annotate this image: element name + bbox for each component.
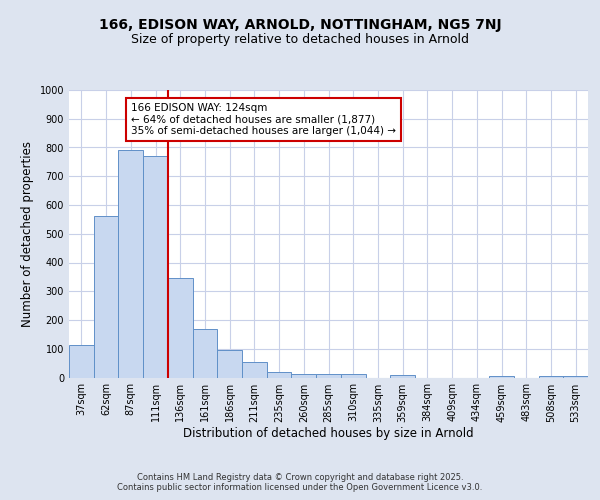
Bar: [168, 278, 193, 378]
Text: 166 EDISON WAY: 124sqm
← 64% of detached houses are smaller (1,877)
35% of semi-: 166 EDISON WAY: 124sqm ← 64% of detached…: [131, 103, 396, 136]
Bar: [563, 376, 588, 378]
Text: Size of property relative to detached houses in Arnold: Size of property relative to detached ho…: [131, 32, 469, 46]
Bar: [118, 150, 143, 378]
Bar: [242, 362, 267, 378]
Bar: [539, 376, 563, 378]
Bar: [193, 329, 217, 378]
Bar: [341, 374, 365, 378]
Y-axis label: Number of detached properties: Number of detached properties: [21, 141, 34, 327]
Bar: [316, 374, 341, 378]
Bar: [489, 376, 514, 378]
Bar: [69, 346, 94, 378]
X-axis label: Distribution of detached houses by size in Arnold: Distribution of detached houses by size …: [183, 428, 474, 440]
Bar: [143, 156, 168, 378]
Bar: [94, 216, 118, 378]
Bar: [217, 350, 242, 378]
Bar: [292, 374, 316, 378]
Text: 166, EDISON WAY, ARNOLD, NOTTINGHAM, NG5 7NJ: 166, EDISON WAY, ARNOLD, NOTTINGHAM, NG5…: [98, 18, 502, 32]
Text: Contains HM Land Registry data © Crown copyright and database right 2025.
Contai: Contains HM Land Registry data © Crown c…: [118, 473, 482, 492]
Bar: [267, 372, 292, 378]
Bar: [390, 374, 415, 378]
